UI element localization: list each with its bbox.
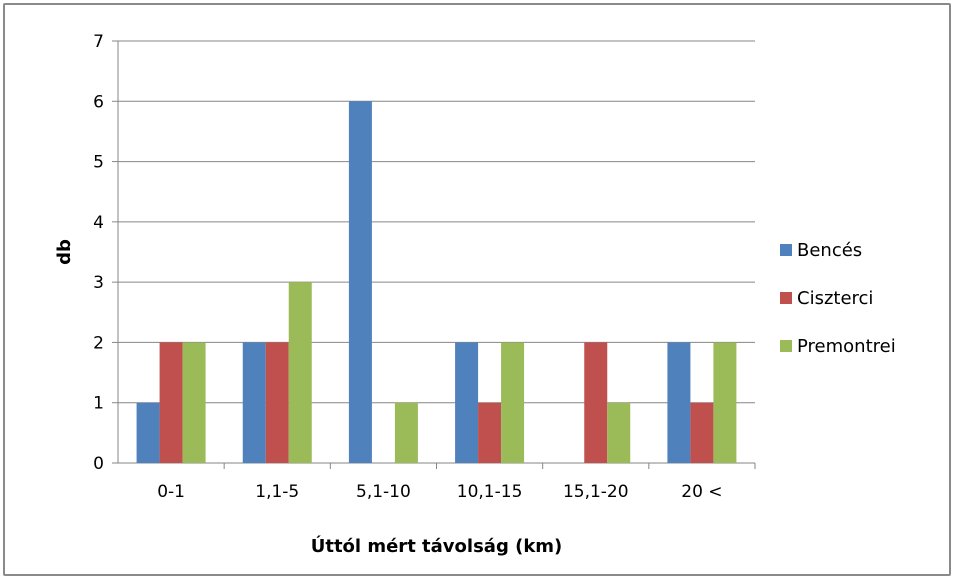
legend: Bencés Ciszterci Premontrei — [780, 240, 896, 357]
gridlines — [118, 40, 755, 404]
bar-5-1 — [690, 402, 714, 463]
legend-swatch-2 — [780, 340, 792, 352]
chart-frame — [3, 3, 951, 576]
axes — [112, 40, 756, 469]
bar-4-1 — [584, 342, 608, 463]
bar-3-0 — [455, 342, 479, 463]
legend-label-2: Premontrei — [797, 336, 896, 357]
x-tick-label: 5,1-10 — [356, 482, 411, 502]
y-tick-label: 3 — [93, 273, 104, 293]
x-tick-label: 20 < — [681, 482, 722, 502]
bar-3-1 — [478, 402, 502, 463]
y-axis-title: db — [54, 239, 75, 265]
legend-label-1: Ciszterci — [797, 288, 873, 309]
y-tick-label: 7 — [93, 32, 104, 52]
legend-swatch-1 — [780, 292, 792, 304]
x-tick-labels: 0-1 1,1-5 5,1-10 10,1-15 15,1-20 20 < — [157, 482, 722, 502]
bar-3-2 — [501, 342, 525, 463]
bar-5-2 — [713, 342, 737, 463]
y-tick-labels: 0 1 2 3 4 5 6 7 — [93, 32, 104, 474]
bar-1-1 — [265, 342, 289, 463]
legend-label-0: Bencés — [797, 240, 862, 261]
bar-0-2 — [182, 342, 206, 463]
x-tick-label: 0-1 — [157, 482, 185, 502]
x-tick-label: 10,1-15 — [457, 482, 523, 502]
bar-5-0 — [667, 342, 691, 463]
y-tick-label: 1 — [93, 394, 104, 414]
bar-2-0 — [348, 101, 372, 464]
bar-1-2 — [288, 282, 312, 463]
y-tick-label: 0 — [93, 454, 104, 474]
y-tick-label: 6 — [93, 92, 104, 112]
bar-0-1 — [159, 342, 183, 463]
y-tick-label: 2 — [93, 333, 104, 353]
legend-swatch-0 — [780, 244, 792, 256]
y-tick-label: 4 — [93, 213, 104, 233]
bars — [136, 101, 737, 464]
bar-1-0 — [242, 342, 266, 463]
bar-0-0 — [136, 402, 160, 463]
y-tick-label: 5 — [93, 153, 104, 173]
x-axis-title: Úttól mért távolság (km) — [311, 535, 563, 557]
bar-2-2 — [394, 402, 418, 463]
x-tick-label: 15,1-20 — [563, 482, 629, 502]
bar-4-2 — [607, 402, 631, 463]
x-tick-label: 1,1-5 — [255, 482, 299, 502]
